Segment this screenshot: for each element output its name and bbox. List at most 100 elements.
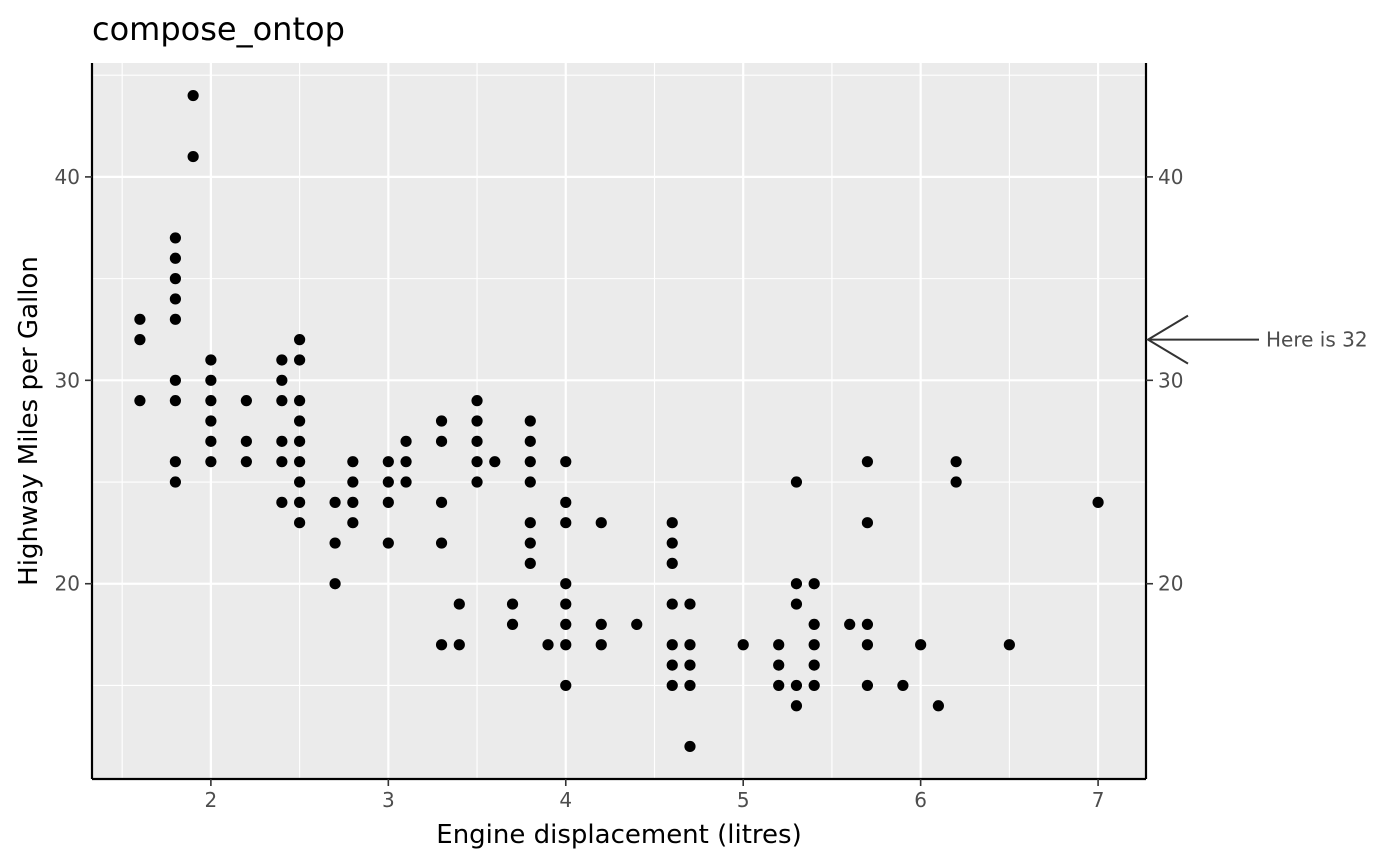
data-point [506, 598, 519, 610]
data-point [595, 639, 607, 651]
x-tick-label: 5 [737, 788, 750, 812]
data-point [773, 659, 785, 671]
data-point [400, 476, 412, 488]
data-point [294, 476, 306, 488]
data-point [1092, 496, 1104, 508]
data-point [684, 639, 696, 651]
data-point [897, 679, 909, 692]
x-tick-label: 4 [559, 788, 572, 812]
data-point [294, 517, 306, 529]
data-point [134, 395, 146, 407]
x-tick-label: 7 [1092, 788, 1105, 812]
data-point [453, 598, 465, 610]
data-point [808, 679, 820, 692]
data-point [205, 374, 217, 386]
y-axis-title: Highway Miles per Gallon [14, 256, 44, 586]
data-point [595, 618, 607, 631]
data-point [134, 334, 146, 346]
data-point [524, 435, 536, 447]
data-point [524, 415, 536, 427]
data-point [790, 578, 803, 590]
data-point [169, 293, 181, 305]
data-point [435, 415, 448, 427]
data-point [240, 395, 252, 407]
data-point [347, 517, 359, 529]
data-point [506, 618, 519, 631]
data-point [169, 476, 181, 488]
data-point [666, 659, 678, 671]
data-point [471, 395, 483, 407]
data-point [808, 639, 820, 651]
data-point [950, 456, 962, 468]
data-point [294, 456, 306, 468]
data-point [205, 435, 217, 447]
data-point [205, 395, 217, 407]
chart-title: compose_ontop [92, 10, 345, 48]
data-point [861, 618, 874, 631]
data-point [790, 598, 803, 610]
data-point [737, 639, 749, 651]
data-point [524, 517, 536, 529]
data-point [808, 659, 820, 671]
data-point [471, 415, 483, 427]
data-point [773, 639, 785, 651]
data-point [560, 639, 572, 651]
data-point [435, 639, 448, 651]
data-point [400, 456, 412, 468]
data-point [276, 354, 288, 366]
data-point [666, 537, 678, 549]
data-point [169, 313, 181, 325]
data-point [169, 252, 181, 264]
data-point [382, 476, 394, 488]
data-point [684, 659, 696, 671]
data-point [329, 496, 341, 508]
data-point [560, 456, 572, 468]
data-point [435, 537, 448, 549]
data-point [489, 456, 501, 468]
data-point [169, 395, 181, 407]
data-point [435, 496, 448, 508]
data-point [684, 598, 696, 610]
data-point [844, 618, 856, 631]
data-point [773, 679, 785, 692]
data-point [329, 537, 341, 549]
data-point [205, 456, 217, 468]
y-tick-label-left: 20 [55, 572, 80, 596]
data-point [169, 374, 181, 386]
data-point [276, 435, 288, 447]
x-tick-label: 2 [205, 788, 218, 812]
data-point [560, 598, 572, 610]
y-tick-label-right: 30 [1158, 368, 1183, 392]
y-tick-label-right: 40 [1158, 165, 1183, 189]
data-point [631, 618, 643, 631]
data-point [932, 700, 944, 712]
data-point [187, 150, 199, 163]
data-point [666, 598, 678, 610]
data-point [1003, 639, 1015, 651]
data-point [542, 639, 554, 651]
data-point [666, 557, 678, 569]
data-point [560, 578, 572, 590]
data-point [471, 435, 483, 447]
y-tick-label-left: 30 [55, 368, 80, 392]
plot-panel [92, 63, 1146, 779]
data-point [347, 496, 359, 508]
data-point [205, 415, 217, 427]
data-point [808, 578, 820, 590]
data-point [666, 639, 678, 651]
data-point [861, 456, 874, 468]
data-point [666, 517, 678, 529]
data-point [861, 679, 874, 692]
x-axis-title: Engine displacement (litres) [436, 820, 801, 850]
data-point [240, 456, 252, 468]
data-point [329, 578, 341, 590]
data-point [684, 679, 696, 692]
data-point [560, 618, 572, 631]
data-point [666, 679, 678, 692]
y-tick-label-left: 40 [55, 165, 80, 189]
data-point [524, 537, 536, 549]
data-point [453, 639, 465, 651]
data-point [169, 232, 181, 244]
data-point [560, 496, 572, 508]
